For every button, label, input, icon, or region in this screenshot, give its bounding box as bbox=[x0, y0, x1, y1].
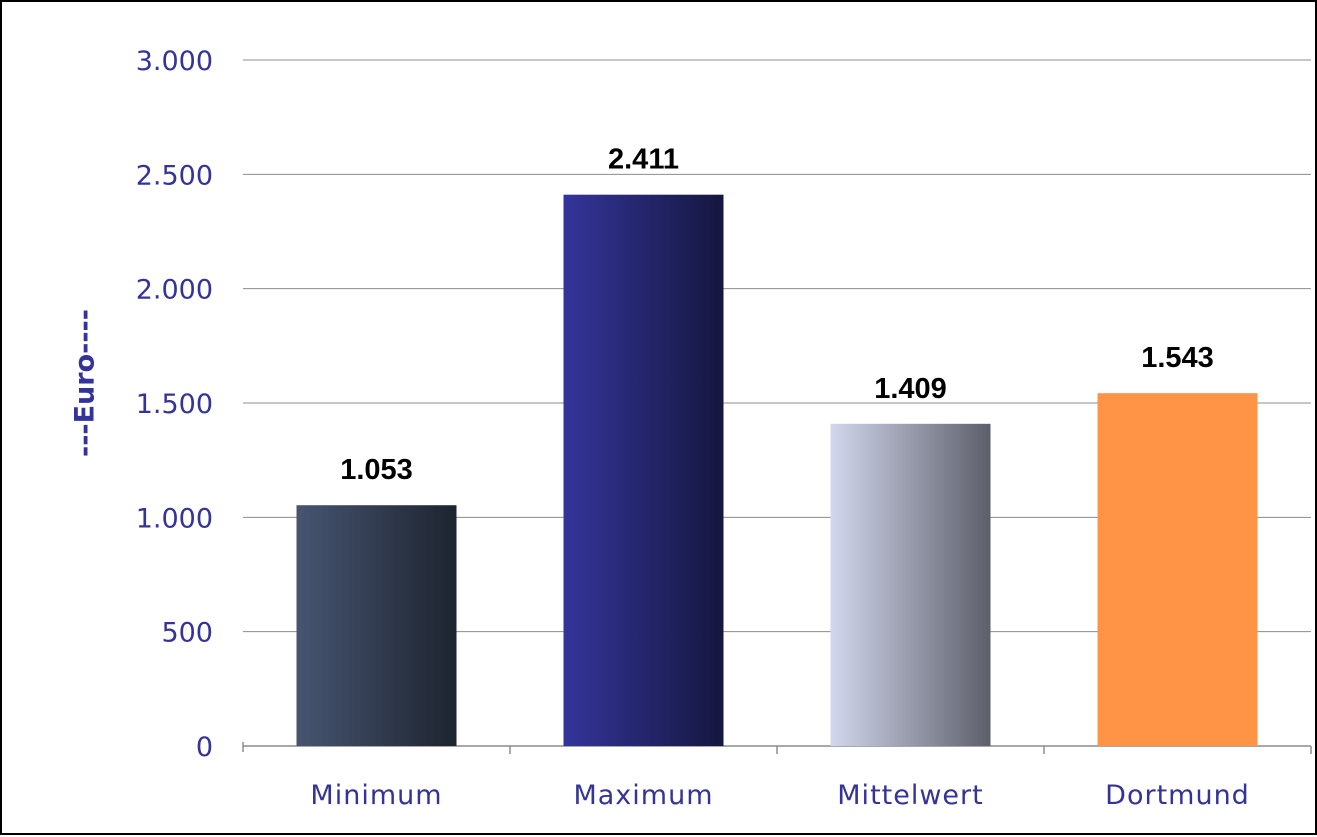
bar-maximum bbox=[563, 194, 724, 746]
x-tick-label: Maximum bbox=[573, 780, 713, 811]
bars bbox=[296, 194, 1258, 746]
labels: 0 500 1.000 1.500 2.000 2.500 3.000 1.053 Minimu… bbox=[136, 46, 1250, 811]
y-tick-label: 3.000 bbox=[136, 46, 213, 77]
data-label: 1.409 bbox=[874, 373, 947, 405]
bar-dortmund bbox=[1097, 393, 1258, 746]
bar-mittelwert bbox=[830, 423, 991, 746]
data-label: 1.053 bbox=[340, 454, 413, 486]
y-tick-label: 2.500 bbox=[136, 160, 213, 191]
x-tick-label: Dortmund bbox=[1105, 780, 1250, 811]
x-tick-label: Minimum bbox=[310, 780, 442, 811]
data-label: 1.543 bbox=[1141, 342, 1214, 374]
y-tick-label: 0 bbox=[196, 732, 213, 763]
y-tick-label: 1.500 bbox=[136, 389, 213, 420]
y-tick-label: 2.000 bbox=[136, 275, 213, 306]
y-tick-label: 500 bbox=[161, 618, 213, 649]
bar-minimum bbox=[296, 505, 457, 746]
y-tick-label: 1.000 bbox=[136, 503, 213, 534]
data-label: 2.411 bbox=[608, 144, 679, 176]
x-tick-label: Mittelwert bbox=[837, 780, 983, 811]
y-axis-title: ---Euro---- bbox=[70, 309, 101, 457]
